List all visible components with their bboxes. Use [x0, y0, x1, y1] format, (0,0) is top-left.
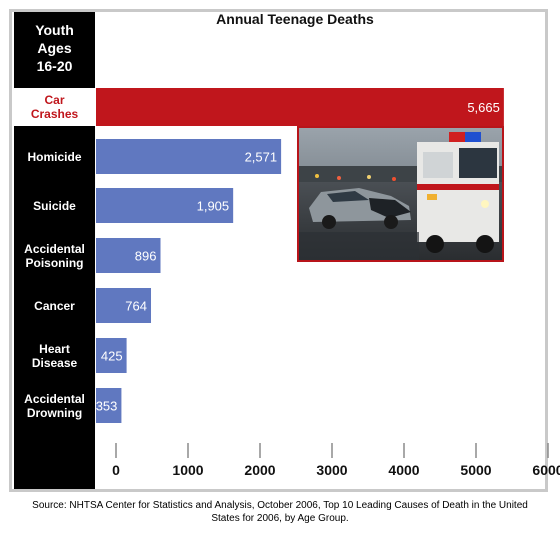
- bar-6: [96, 388, 122, 423]
- category-label-5-1: Disease: [31, 355, 78, 370]
- value-label-3: 896: [135, 249, 157, 264]
- category-label-6-1: Drowning: [26, 405, 83, 420]
- bar-1: [96, 139, 282, 174]
- value-label-6: 353: [96, 399, 118, 414]
- bar-0: [96, 88, 504, 126]
- y-header-line-1: Youth: [35, 22, 74, 38]
- x-tick-label-3: 3000: [316, 462, 347, 478]
- category-label-3-1: Poisoning: [25, 255, 84, 270]
- value-label-1: 2,571: [245, 150, 278, 165]
- value-label-0: 5,665: [467, 100, 500, 115]
- category-label-5-0: Heart: [39, 341, 70, 356]
- value-label-2: 1,905: [197, 199, 230, 214]
- bar-5: [96, 338, 127, 373]
- y-header-line-2: Ages: [37, 40, 72, 56]
- value-label-5: 425: [101, 349, 123, 364]
- value-label-4: 764: [125, 299, 147, 314]
- highlight-band: [14, 88, 95, 126]
- bar-4: [96, 288, 152, 323]
- x-tick-label-2: 2000: [244, 462, 275, 478]
- category-label-1-0: Homicide: [27, 149, 82, 164]
- x-tick-label-6: 6000: [532, 462, 560, 478]
- category-label-6-0: Accidental: [24, 391, 85, 406]
- x-tick-label-4: 4000: [388, 462, 419, 478]
- source-note: Source: NHTSA Center for Statistics and …: [32, 500, 528, 524]
- chart-title: Annual Teenage Deaths: [216, 11, 374, 27]
- bar-2: [96, 188, 234, 223]
- x-tick-label-0: 0: [112, 462, 120, 478]
- category-label-2-0: Suicide: [33, 198, 76, 213]
- y-header-line-3: 16-20: [36, 58, 73, 74]
- category-label-0-0: Car: [44, 93, 65, 107]
- car-crash-photo: [297, 126, 504, 262]
- bar-3: [96, 238, 161, 273]
- category-label-0-1: Crashes: [30, 107, 79, 121]
- category-label-3-0: Accidental: [24, 241, 85, 256]
- category-label-4-0: Cancer: [34, 298, 75, 313]
- x-tick-label-1: 1000: [172, 462, 203, 478]
- x-tick-label-5: 5000: [460, 462, 491, 478]
